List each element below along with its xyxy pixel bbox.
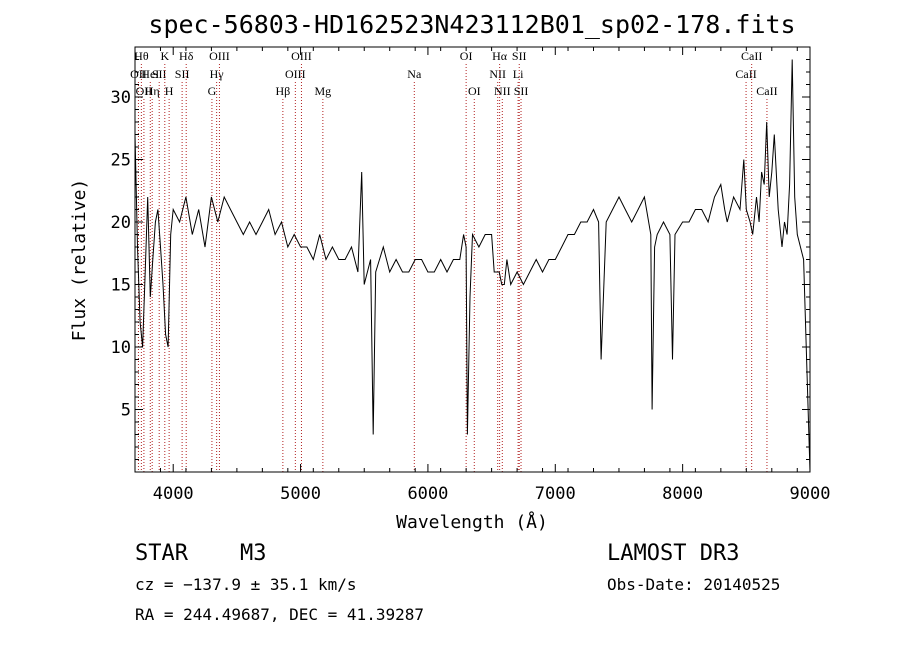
line-marker-label-28: CaII <box>756 84 777 98</box>
line-marker-label-20: NII <box>489 67 506 81</box>
line-marker-label-23: Li <box>513 67 524 81</box>
line-marker-label-24: SII <box>512 49 527 63</box>
y-tick-label-4: 25 <box>111 151 131 171</box>
line-marker-label-26: CaII <box>735 67 756 81</box>
y-tick-label-2: 15 <box>111 276 131 296</box>
observation-date: Obs-Date: 20140525 <box>607 575 780 594</box>
x-tick-label-4: 8000 <box>662 484 703 504</box>
line-marker-label-2: OII <box>136 84 153 98</box>
line-marker-label-6: K <box>160 49 169 63</box>
line-marker-label-17: Na <box>407 67 422 81</box>
line-marker-label-27: CaII <box>741 49 762 63</box>
line-marker-label-25: SII <box>514 84 529 98</box>
line-marker-label-16: Mg <box>315 84 332 98</box>
y-tick-label-3: 20 <box>111 213 131 233</box>
line-marker-label-19: OI <box>468 84 481 98</box>
x-tick-label-1: 5000 <box>280 484 321 504</box>
line-marker-label-22: NII <box>494 84 511 98</box>
plot-frame <box>134 46 811 473</box>
y-tick-label-1: 10 <box>111 338 131 358</box>
line-marker-label-18: OI <box>460 49 473 63</box>
x-tick-label-2: 6000 <box>407 484 448 504</box>
line-markers: HθOIIOIIHeIHηSIIKHHδSIIGHγOIIIHβOIIIOIII… <box>130 49 778 472</box>
line-marker-label-0: Hθ <box>134 49 149 63</box>
line-marker-label-21: Hα <box>492 49 508 63</box>
x-tick-label-3: 7000 <box>535 484 576 504</box>
line-marker-label-1: OII <box>130 67 147 81</box>
line-marker-label-4: Hη <box>145 84 160 98</box>
object-class: STAR <box>135 541 189 566</box>
y-axis-label: Flux (relative) <box>69 179 90 342</box>
line-marker-label-3: HeI <box>141 67 159 81</box>
line-marker-label-15: OIII <box>291 49 312 63</box>
spectrum-line <box>134 59 811 473</box>
object-subclass: M3 <box>240 541 267 566</box>
coordinates-info: RA = 244.49687, DEC = 41.39287 <box>135 605 424 624</box>
y-tick-label-5: 30 <box>111 88 131 108</box>
y-tick-label-0: 5 <box>121 401 131 421</box>
line-marker-label-8: Hδ <box>179 49 194 63</box>
x-tick-label-5: 9000 <box>790 484 831 504</box>
line-marker-label-5: SII <box>152 67 167 81</box>
chart-title: spec-56803-HD162523N423112B01_sp02-178.f… <box>148 10 795 39</box>
line-marker-label-12: OIII <box>209 49 230 63</box>
line-marker-label-10: G <box>208 84 217 98</box>
line-marker-label-9: SII <box>175 67 190 81</box>
y-axis-ticks: 5 10 15 20 25 30 <box>111 59 810 460</box>
line-marker-label-13: Hβ <box>275 84 290 98</box>
line-marker-label-14: OIII <box>285 67 306 81</box>
x-tick-label-0: 4000 <box>153 484 194 504</box>
x-axis-label: Wavelength (Å) <box>396 511 548 533</box>
redshift-info: cz = −137.9 ± 35.1 km/s <box>135 575 357 594</box>
survey-name: LAMOST DR3 <box>607 541 739 566</box>
line-marker-label-11: Hγ <box>210 67 225 81</box>
x-axis-ticks: 4000 5000 6000 7000 8000 9000 <box>134 47 831 504</box>
line-marker-label-7: H <box>165 84 174 98</box>
